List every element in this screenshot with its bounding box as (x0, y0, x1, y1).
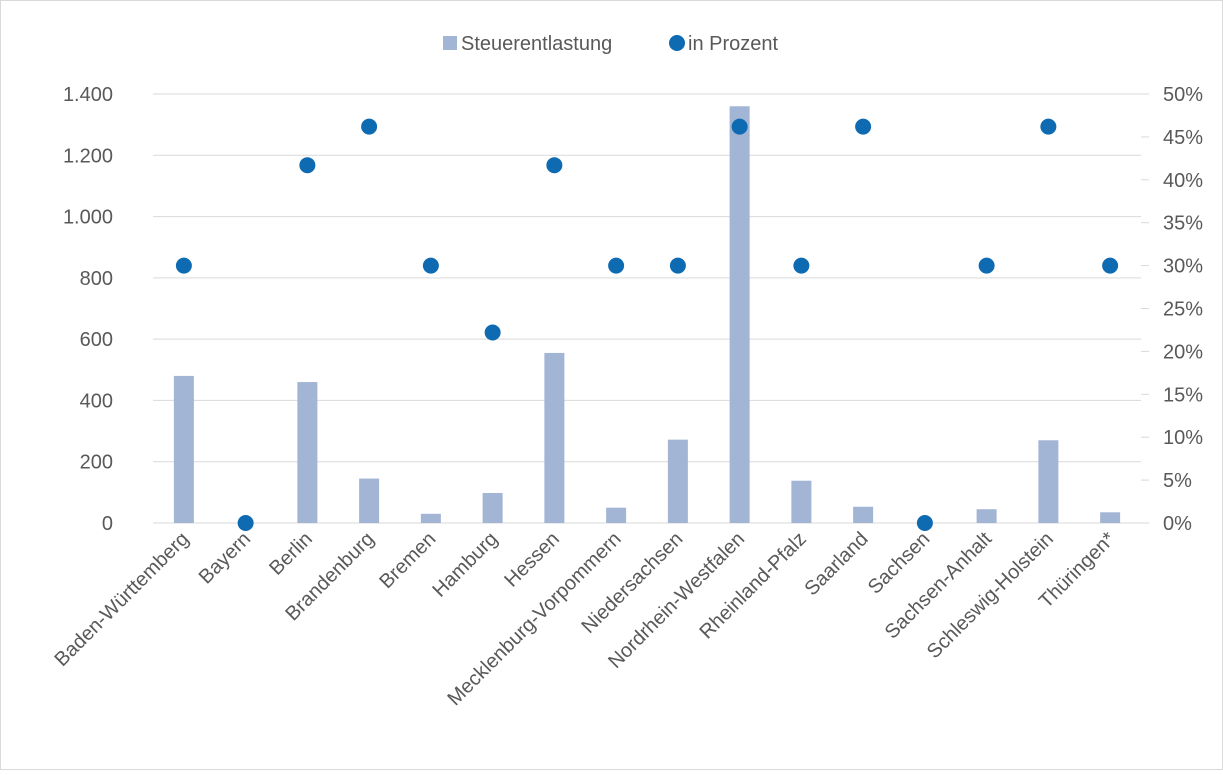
bar (482, 492, 503, 523)
data-point (916, 515, 933, 531)
gridlines (153, 93, 1149, 524)
data-point (299, 157, 316, 174)
bar (791, 480, 812, 523)
data-point (361, 118, 378, 135)
bar (976, 509, 997, 523)
bar (1100, 512, 1121, 523)
legend-label-point: in Prozent (688, 33, 778, 55)
right-axis-ticks: 0% 5% 10% 15% 20% 25% 30% 35% 40% 45% 50% (1163, 84, 1203, 535)
left-tick-label: 1.400 (63, 84, 113, 106)
right-tick-label: 10% (1163, 427, 1203, 449)
data-point (1040, 118, 1057, 135)
bar (359, 478, 380, 523)
left-tick-label: 0 (102, 513, 113, 535)
left-tick-label: 1.200 (63, 145, 113, 167)
legend-marker-bar (443, 36, 457, 50)
left-tick-label: 800 (80, 268, 113, 290)
right-tick-label: 30% (1163, 256, 1203, 278)
right-tick-label: 40% (1163, 170, 1203, 192)
right-tick-label: 20% (1163, 341, 1203, 363)
data-point (978, 257, 995, 274)
bar (667, 439, 688, 523)
left-axis-ticks: 0 200 400 600 800 1.000 1.200 1.400 (63, 84, 113, 535)
right-tick-label: 45% (1163, 127, 1203, 149)
legend: Steuerentlastung in Prozent (443, 33, 778, 55)
bar (544, 352, 565, 523)
right-tick-label: 50% (1163, 84, 1203, 106)
data-point (793, 257, 810, 274)
data-point (422, 257, 439, 274)
data-point (731, 118, 748, 135)
right-tick-label: 0% (1163, 513, 1192, 535)
right-tick-label: 5% (1163, 470, 1192, 492)
data-point (175, 257, 192, 274)
legend-marker-point (669, 35, 685, 51)
right-tick-label: 15% (1163, 384, 1203, 406)
data-point (484, 324, 501, 341)
left-tick-label: 1.000 (63, 207, 113, 229)
bar (420, 513, 441, 523)
point-series (175, 118, 1119, 531)
bar (173, 375, 194, 523)
left-tick-label: 200 (80, 452, 113, 474)
right-tick-label: 35% (1163, 213, 1203, 235)
data-point (608, 257, 625, 274)
bar (606, 507, 627, 523)
bar (729, 106, 750, 523)
data-point (855, 118, 872, 135)
bar (853, 506, 874, 523)
bar (1038, 440, 1059, 523)
bar-series (173, 106, 1121, 523)
data-point (669, 257, 686, 274)
left-tick-label: 400 (80, 390, 113, 412)
data-point (237, 515, 254, 531)
left-tick-label: 600 (80, 329, 113, 351)
data-point (1102, 257, 1119, 274)
legend-label-bar: Steuerentlastung (461, 33, 612, 55)
right-tick-label: 25% (1163, 299, 1203, 321)
data-point (546, 157, 563, 174)
bar (297, 382, 318, 523)
